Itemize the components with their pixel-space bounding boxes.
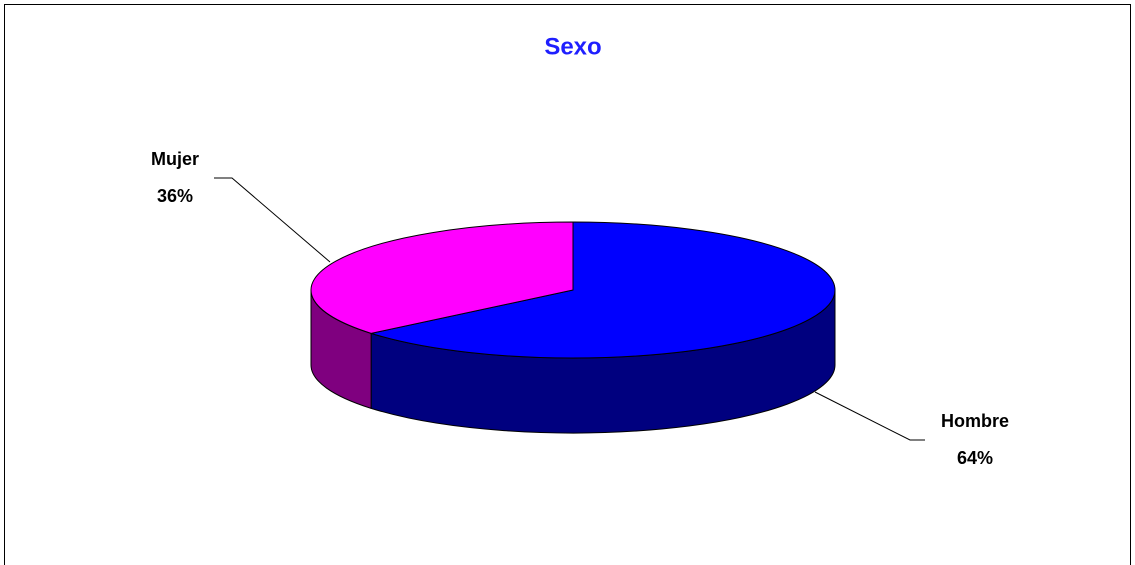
value-label: 64% (957, 448, 993, 468)
value-label: 36% (157, 186, 193, 206)
category-label: Hombre (941, 411, 1009, 431)
leader-line (214, 177, 331, 263)
slice (369, 221, 836, 359)
slice (310, 221, 574, 334)
chart-title: Sexo (544, 33, 601, 60)
category-label: Mujer (151, 149, 199, 169)
leader-line (814, 391, 925, 441)
